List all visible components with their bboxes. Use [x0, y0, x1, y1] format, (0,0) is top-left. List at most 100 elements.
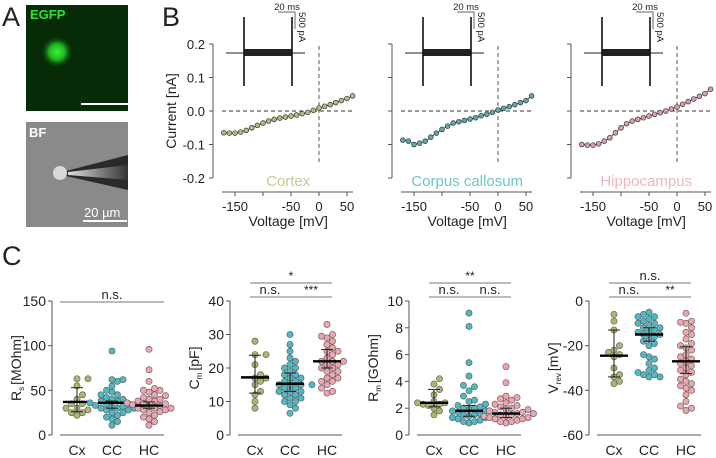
- data-point: [344, 95, 350, 102]
- y-tick-label: 40: [208, 293, 224, 309]
- data-point: [86, 399, 94, 407]
- data-point: [292, 398, 299, 405]
- data-point: [134, 397, 142, 405]
- data-point: [656, 324, 664, 332]
- data-point: [682, 328, 690, 336]
- data-point: [334, 374, 342, 382]
- data-point: [519, 408, 526, 416]
- significance-label: **: [465, 269, 475, 283]
- scale-bar: [636, 11, 654, 29]
- data-point: [502, 399, 510, 407]
- data-point: [502, 392, 510, 400]
- data-point: [108, 376, 116, 384]
- data-point: [651, 340, 658, 347]
- data-point: [327, 101, 333, 108]
- y-tick-label: 4: [395, 373, 403, 389]
- scale-bar: [278, 11, 296, 29]
- y-tick-label: 100: [23, 338, 47, 354]
- scale-bar: [457, 11, 475, 29]
- time-scale-label: 20 ms: [632, 2, 658, 13]
- trace-band: [602, 49, 650, 56]
- y-axis-title: Cm[pF]: [186, 347, 204, 390]
- panel-label-a: A: [2, 2, 20, 32]
- trace-band: [244, 49, 292, 56]
- data-point: [321, 103, 328, 110]
- ylabel-unit: [pF]: [186, 347, 202, 371]
- data-point: [167, 404, 175, 412]
- y-tick-label: -0.2: [183, 171, 205, 186]
- data-point: [329, 351, 336, 358]
- y-tick-label: 0: [575, 293, 583, 309]
- data-point: [688, 404, 695, 412]
- data-point: [411, 141, 417, 148]
- category-label: HC: [317, 442, 337, 458]
- data-point: [436, 375, 443, 383]
- data-point: [275, 388, 283, 395]
- significance-label: ***: [304, 283, 318, 297]
- significance-label: n.s.: [102, 287, 123, 302]
- data-point: [651, 371, 658, 379]
- data-point: [292, 364, 299, 372]
- data-point: [334, 367, 342, 375]
- data-point: [595, 141, 602, 147]
- data-point: [677, 342, 684, 350]
- panel-label-b: B: [162, 2, 180, 32]
- series-line: [581, 88, 711, 146]
- data-point: [524, 406, 532, 413]
- bf-image: 20 µm BF: [26, 122, 128, 227]
- data-point: [454, 415, 462, 423]
- data-point: [691, 96, 697, 102]
- data-point: [612, 130, 619, 136]
- significance-label: *: [289, 269, 294, 283]
- data-point: [668, 106, 675, 112]
- y-tick-label: 10: [208, 394, 224, 410]
- data-point: [73, 375, 81, 383]
- data-point: [249, 124, 255, 131]
- time-scale-label: 20 ms: [453, 2, 479, 13]
- data-point: [316, 105, 322, 111]
- data-point: [623, 120, 630, 127]
- data-point: [114, 391, 121, 399]
- data-point: [651, 319, 658, 327]
- data-point: [688, 340, 695, 347]
- data-point: [340, 357, 347, 365]
- data-point: [502, 379, 510, 387]
- data-point: [502, 419, 510, 427]
- plot-title: Hippocampus: [600, 173, 692, 190]
- data-point: [465, 387, 473, 395]
- data-point: [674, 104, 680, 110]
- data-point: [286, 409, 294, 417]
- data-point: [471, 411, 478, 419]
- data-point: [257, 377, 264, 385]
- data-point: [688, 317, 695, 325]
- y-tick-label: 0.1: [187, 71, 205, 86]
- data-point: [524, 414, 532, 421]
- ylabel-subscript: m: [374, 385, 383, 392]
- y-axis-title: Rm [GOhm]: [365, 334, 383, 402]
- category-label: Cx: [605, 442, 622, 458]
- data-point: [696, 93, 703, 100]
- data-point: [140, 386, 147, 394]
- y-tick-label: 10: [387, 293, 403, 309]
- data-point: [292, 384, 299, 392]
- data-point: [677, 402, 684, 410]
- ylabel-subscript: rev: [554, 373, 563, 384]
- data-point: [162, 400, 169, 408]
- category-label: HC: [676, 442, 696, 458]
- data-point: [151, 385, 158, 392]
- category-label: CC: [459, 442, 479, 458]
- y-axis-title: Rs [MOhm]: [8, 335, 26, 401]
- data-point: [286, 331, 294, 338]
- current-scale-label: 500 pA: [296, 12, 307, 43]
- y-tick-label: 0: [38, 427, 46, 443]
- data-point: [663, 108, 669, 114]
- data-point: [508, 396, 515, 404]
- data-point: [646, 113, 652, 119]
- plot-title: Cortex: [266, 173, 311, 190]
- data-point: [114, 411, 121, 419]
- data-point: [476, 416, 484, 424]
- data-point: [97, 404, 105, 412]
- data-point: [305, 109, 311, 116]
- y-axis-title: Vrev [mV]: [545, 342, 563, 393]
- data-point: [145, 421, 153, 429]
